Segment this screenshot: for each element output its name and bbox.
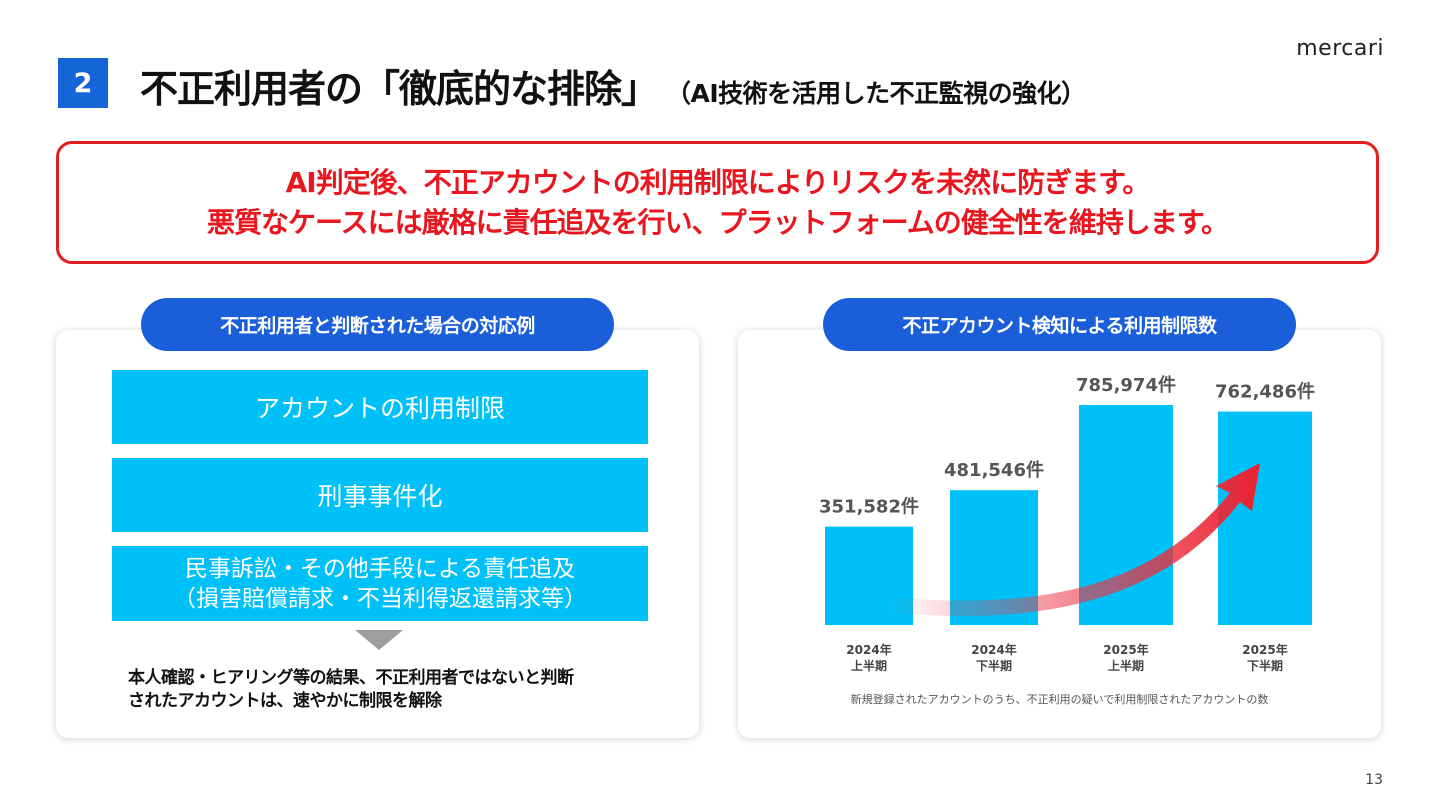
- chart-bar: [1218, 411, 1312, 625]
- action-label: アカウントの利用制限: [254, 394, 505, 423]
- key-message-line-2: 悪質なケースには厳格に責任追及を行い、プラットフォームの健全性を維持します。: [207, 205, 1229, 239]
- restriction-release-note: 本人確認・ヒアリング等の結果、不正利用者ではないと判断 されたアカウントは、速や…: [128, 667, 648, 713]
- chart-category-label: 2024年: [846, 642, 891, 657]
- action-label-detail: （損害賠償請求・不当利得返還請求等）: [173, 585, 587, 612]
- action-criminal-case: 刑事事件化: [112, 458, 648, 532]
- chart-category-label: 下半期: [1247, 658, 1283, 673]
- action-label: 刑事事件化: [317, 482, 443, 511]
- chart-footnote: 新規登録されたアカウントのうち、不正利用の疑いで利用制限されたアカウントの数: [850, 693, 1269, 706]
- chart-data-label: 481,546件: [944, 459, 1044, 481]
- note-line-2: されたアカウントは、速やかに制限を解除: [128, 691, 442, 711]
- page-number: 13: [1365, 772, 1383, 788]
- chart-category-label: 下半期: [976, 658, 1012, 673]
- note-line-1: 本人確認・ヒアリング等の結果、不正利用者ではないと判断: [128, 668, 574, 688]
- trend-arrow-icon: [888, 463, 1260, 617]
- chart-category-label: 上半期: [851, 658, 887, 673]
- action-label: 民事訴訟・その他手段による責任追及: [184, 555, 576, 582]
- section-number-badge: 2: [58, 58, 108, 108]
- mercari-logo: mercari: [1296, 36, 1384, 61]
- page-title-subtitle: （AI技術を活用した不正監視の強化）: [666, 79, 1086, 108]
- chart-category-label: 2025年: [1242, 642, 1287, 657]
- chart-data-label: 785,974件: [1076, 374, 1176, 396]
- key-message-box: AI判定後、不正アカウントの利用制限によりリスクを未然に防ぎます。 悪質なケース…: [56, 141, 1379, 264]
- page-title-main: 不正利用者の「徹底的な排除」: [140, 67, 659, 111]
- page-title: 不正利用者の「徹底的な排除」 （AI技術を活用した不正監視の強化）: [140, 58, 1086, 111]
- chart-data-label: 762,486件: [1215, 381, 1315, 403]
- restriction-count-chart: 351,582件2024年上半期481,546件2024年下半期785,974件…: [819, 374, 1315, 673]
- chart-category-label: 上半期: [1108, 658, 1144, 673]
- action-account-restriction: アカウントの利用制限: [112, 370, 648, 444]
- down-arrow-icon: [355, 630, 403, 650]
- action-civil-liability: 民事訴訟・その他手段による責任追及 （損害賠償請求・不当利得返還請求等）: [112, 546, 648, 621]
- chart-data-label: 351,582件: [819, 496, 919, 518]
- key-message-line-1: AI判定後、不正アカウントの利用制限によりリスクを未然に防ぎます。: [285, 165, 1151, 199]
- response-examples-title: 不正利用者と判断された場合の対応例: [141, 298, 614, 351]
- chart-category-label: 2025年: [1103, 642, 1148, 657]
- restriction-count-title: 不正アカウント検知による利用制限数: [823, 298, 1296, 351]
- chart-category-label: 2024年: [971, 642, 1016, 657]
